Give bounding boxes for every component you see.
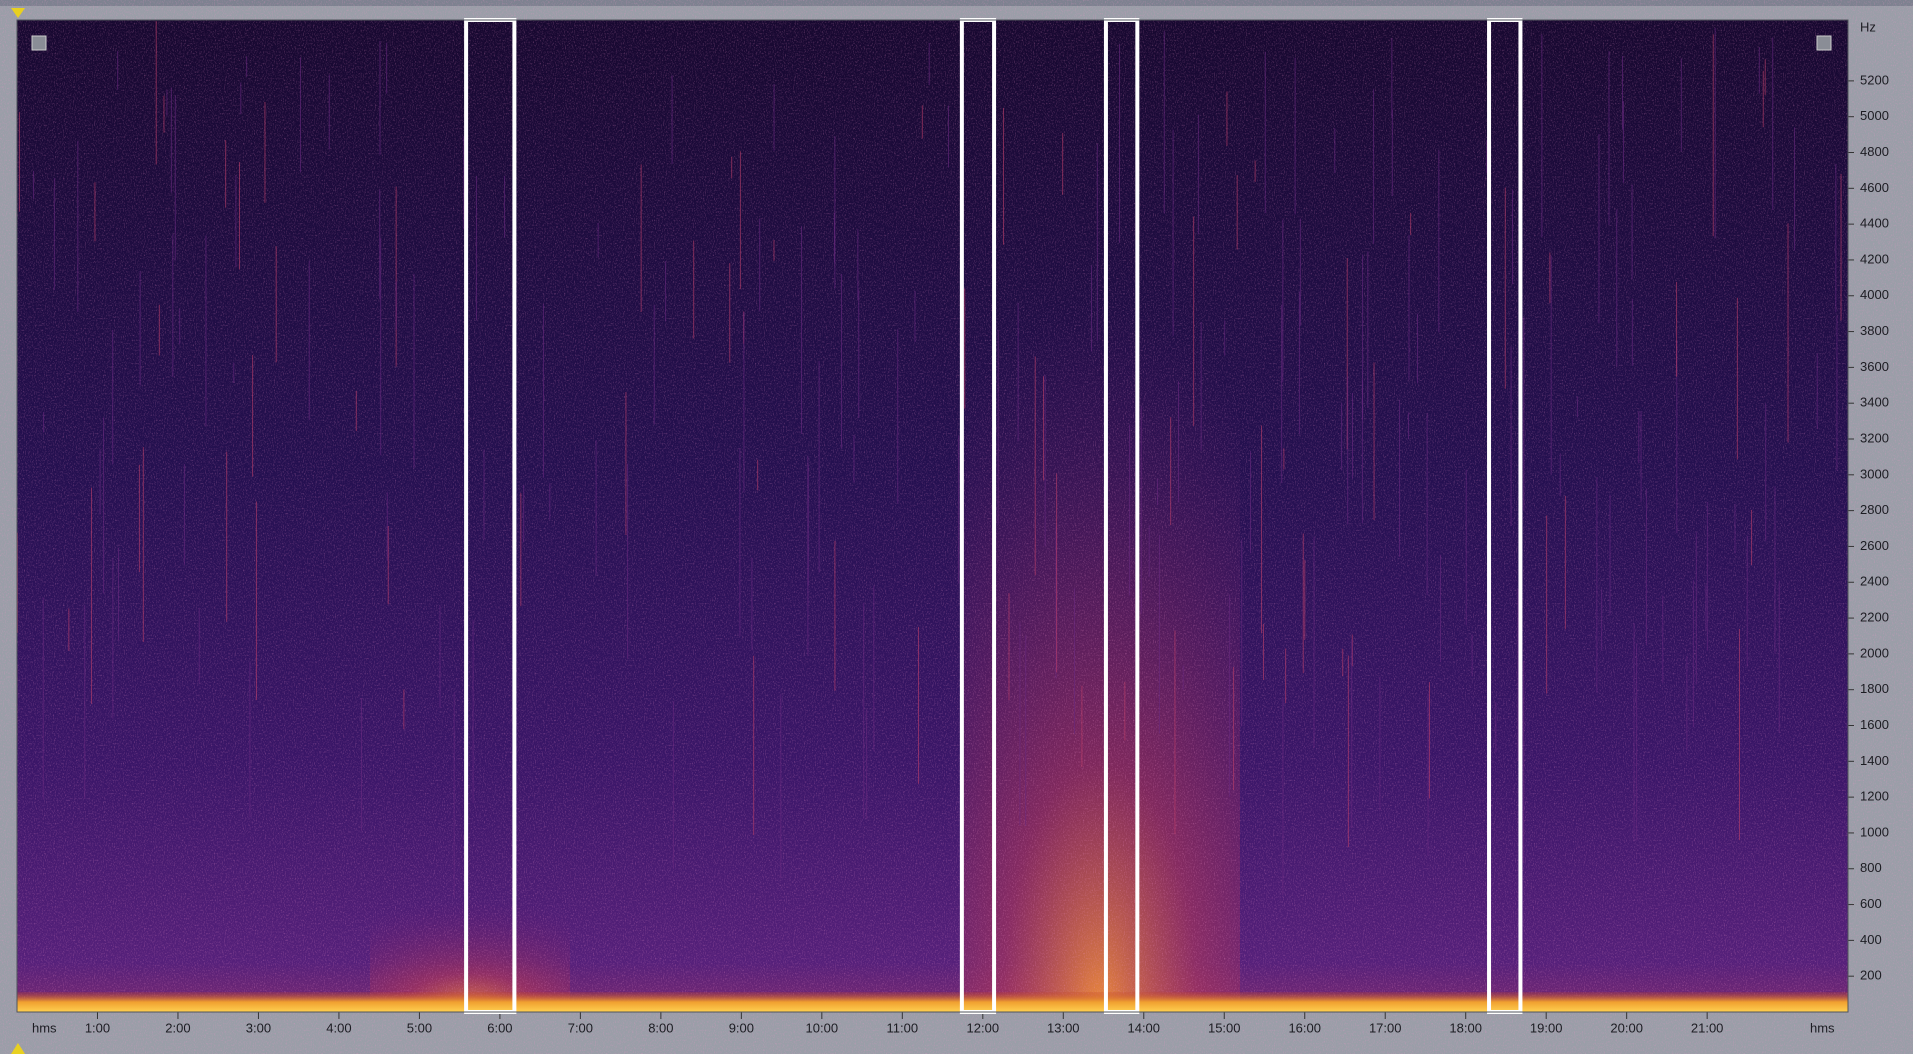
spectrogram-window: hms hms Hz 1:00 2:00 3:00 4:00 5:00 6:00 7:00 8… <box>0 0 1913 1054</box>
x-tick-label: 8:00 <box>648 1020 673 1035</box>
y-tick-label: 4200 <box>1860 251 1889 266</box>
y-tick-label: 4400 <box>1860 216 1889 231</box>
y-tick-label: 800 <box>1860 860 1882 875</box>
x-tick-label: 11:00 <box>887 1020 919 1035</box>
x-tick-label: 16:00 <box>1288 1020 1321 1035</box>
x-tick-label: 15:00 <box>1208 1020 1241 1035</box>
y-tick-label: 1800 <box>1860 681 1889 696</box>
y-tick-label: 3800 <box>1860 323 1889 338</box>
corner-button[interactable] <box>1817 36 1831 50</box>
y-tick-label: 2800 <box>1860 502 1889 517</box>
y-tick-label: 1600 <box>1860 717 1889 732</box>
y-tick-label: 2400 <box>1860 574 1889 589</box>
y-tick-label: 2200 <box>1860 610 1889 625</box>
page: hms hms Hz 1:00 2:00 3:00 4:00 5:00 6:00 7:00 8… <box>0 0 1913 1054</box>
x-tick-label: 13:00 <box>1047 1020 1080 1035</box>
y-tick-label: 5000 <box>1860 108 1889 123</box>
y-tick-label: 400 <box>1860 932 1882 947</box>
x-tick-label: 3:00 <box>246 1020 271 1035</box>
x-tick-label: 7:00 <box>568 1020 593 1035</box>
x-tick-label: 4:00 <box>326 1020 351 1035</box>
frequency-unit-label: Hz <box>1860 19 1876 34</box>
y-tick-label: 4000 <box>1860 287 1889 302</box>
y-tick-label: 3000 <box>1860 466 1889 481</box>
corner-button[interactable] <box>32 36 46 50</box>
x-tick-label: 19:00 <box>1530 1020 1563 1035</box>
x-tick-label: 1:00 <box>85 1020 110 1035</box>
y-tick-label: 1000 <box>1860 824 1889 839</box>
x-tick-label: 2:00 <box>165 1020 190 1035</box>
time-unit-label: hms <box>1810 1020 1835 1035</box>
y-tick-label: 600 <box>1860 896 1882 911</box>
x-tick-label: 9:00 <box>729 1020 754 1035</box>
x-tick-label: 17:00 <box>1369 1020 1402 1035</box>
y-tick-label: 4600 <box>1860 180 1889 195</box>
x-tick-label: 5:00 <box>407 1020 432 1035</box>
y-tick-label: 1200 <box>1860 789 1889 804</box>
x-tick-label: 21:00 <box>1691 1020 1724 1035</box>
x-tick-label: 18:00 <box>1449 1020 1482 1035</box>
x-tick-label: 20:00 <box>1610 1020 1643 1035</box>
y-tick-label: 4800 <box>1860 144 1889 159</box>
time-unit-label: hms <box>32 1020 57 1035</box>
x-tick-label: 6:00 <box>487 1020 512 1035</box>
y-tick-label: 3400 <box>1860 395 1889 410</box>
frame-top <box>0 0 1913 6</box>
y-tick-label: 200 <box>1860 968 1882 983</box>
y-tick-label: 3200 <box>1860 430 1889 445</box>
x-tick-label: 12:00 <box>967 1020 1000 1035</box>
y-tick-label: 1400 <box>1860 753 1889 768</box>
x-tick-label: 10:00 <box>806 1020 839 1035</box>
y-tick-label: 2000 <box>1860 645 1889 660</box>
y-tick-label: 2600 <box>1860 538 1889 553</box>
y-tick-label: 5200 <box>1860 72 1889 87</box>
x-tick-label: 14:00 <box>1127 1020 1160 1035</box>
y-tick-label: 3600 <box>1860 359 1889 374</box>
low-frequency-band <box>17 992 1848 1012</box>
spectrogram-noise <box>17 20 1848 1012</box>
